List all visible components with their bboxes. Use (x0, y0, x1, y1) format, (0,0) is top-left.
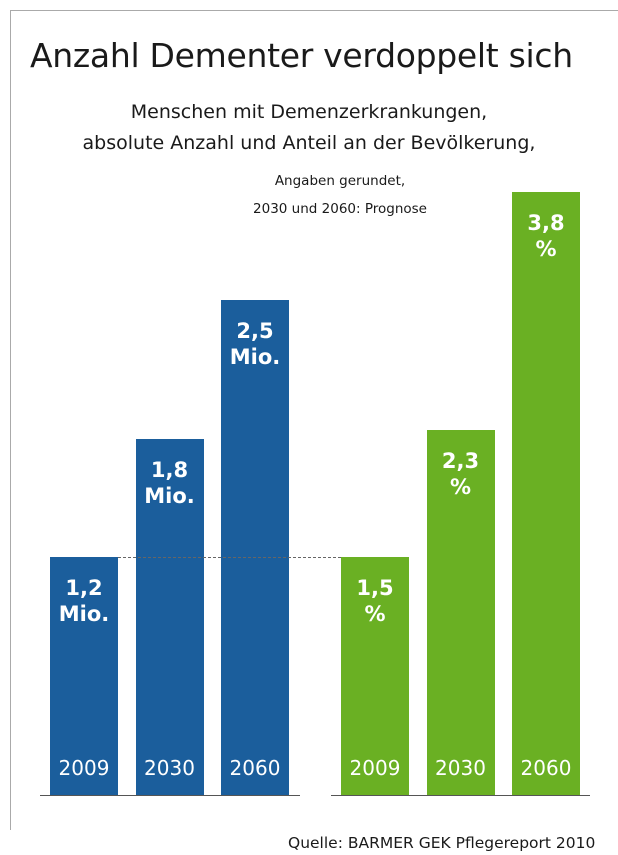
category-label: 2009 (349, 756, 401, 780)
category-label: 2030 (435, 756, 486, 780)
value-label: 1,2 Mio. (58, 576, 110, 627)
value-label: 1,8 Mio. (144, 457, 195, 508)
baseline (331, 795, 590, 796)
category-label: 2060 (520, 756, 572, 780)
frame (10, 10, 618, 11)
baseline (40, 795, 300, 796)
value-label: 3,8 % (527, 210, 565, 261)
bar (135, 438, 204, 795)
title: Anzahl Dementer verdoppelt sich (30, 36, 573, 75)
value-label: 1,5 % (356, 575, 394, 626)
reference-line (118, 557, 341, 559)
category-label: 2009 (58, 756, 110, 780)
value-label: 2,3 % (441, 448, 480, 499)
frame (10, 10, 11, 830)
bar (426, 429, 495, 795)
category-label: 2030 (144, 756, 195, 780)
note: 2030 und 2060: Prognose (253, 201, 427, 217)
category-label: 2060 (229, 756, 281, 780)
note: Angaben gerundet, (274, 173, 406, 189)
bar (512, 191, 580, 795)
subtitle: Menschen mit Demenzerkrankungen, (130, 101, 488, 123)
bar (341, 556, 409, 795)
bar (50, 557, 118, 795)
value-label: 2,5 Mio. (229, 319, 281, 369)
source: Quelle: BARMER GEK Pflegereport 2010 (288, 834, 596, 852)
subtitle: absolute Anzahl und Anteil an der Bevölk… (82, 132, 536, 154)
bar (221, 300, 289, 795)
